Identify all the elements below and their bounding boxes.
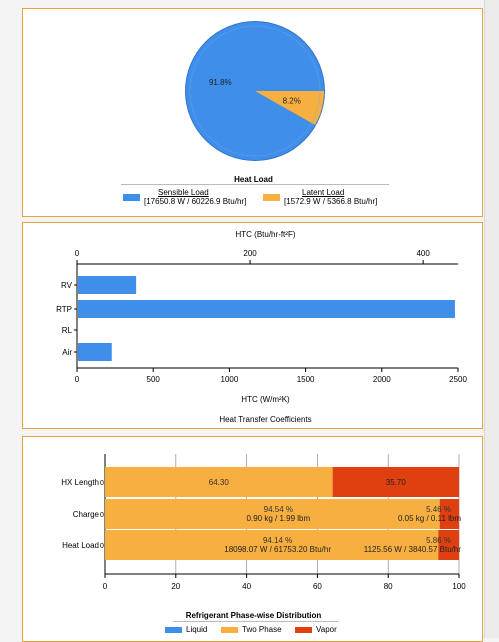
htc-top-tick-label: 0 bbox=[75, 249, 80, 258]
htc-bottom-tick-label: 500 bbox=[147, 375, 161, 384]
pie-slice-latent bbox=[255, 91, 324, 125]
phase-value-label: 5.86 % bbox=[426, 536, 451, 545]
legend-detail-latent: [1572.9 W / 5366.8 Btu/hr] bbox=[284, 197, 378, 206]
scrollbar[interactable] bbox=[484, 0, 499, 638]
htc-bottom-tick-label: 1000 bbox=[221, 375, 239, 384]
phase-bar-hx-length-two-phase bbox=[105, 467, 333, 497]
legend-label-two-phase: Two Phase bbox=[242, 625, 282, 634]
legend-item-liquid: Liquid bbox=[165, 625, 207, 634]
pie-label-latent: 8.2% bbox=[283, 97, 301, 106]
phase-tick-label: 100 bbox=[452, 582, 466, 591]
phase-category-label: Heat Load bbox=[62, 541, 99, 550]
pie-slice-sensible bbox=[186, 22, 324, 161]
phase-tick-label: 80 bbox=[384, 582, 393, 591]
htc-top-axis-label: HTC (Btu/hr-ft²F) bbox=[235, 230, 296, 239]
legend-label-vapor: Vapor bbox=[316, 625, 337, 634]
pie-label-sensible: 91.8% bbox=[209, 78, 232, 87]
phase-value-label: 18098.07 W / 61753.20 Btu/hr bbox=[224, 545, 331, 554]
phase-legend-divider bbox=[173, 621, 338, 622]
legend-item-sensible: Sensible Load [17650.8 W / 60226.9 Btu/h… bbox=[123, 188, 246, 206]
phase-tick-label: 40 bbox=[242, 582, 251, 591]
phase-value-label: 1125.56 W / 3840.57 Btu/hr bbox=[364, 545, 462, 554]
htc-top-tick-label: 400 bbox=[416, 249, 430, 258]
legend-item-two-phase: Two Phase bbox=[221, 625, 282, 634]
phase-tick-label: 20 bbox=[171, 582, 180, 591]
htc-bottom-tick-label: 0 bbox=[75, 375, 80, 384]
phase-title: Refrigerant Phase-wise Distribution bbox=[185, 611, 322, 620]
pie-highlight bbox=[189, 25, 321, 157]
legend-swatch-sensible bbox=[123, 194, 140, 201]
phase-distribution-panel: 0 20 40 60 80 100 HX Length 0 64.30 35.70 Charge 0 9… bbox=[22, 436, 483, 642]
htc-panel: 0 500 1000 1500 2000 2500 0 200 400 RV RTP RL Air HT… bbox=[22, 222, 483, 429]
htc-bottom-tick-label: 1500 bbox=[297, 375, 315, 384]
phase-bar-hx-length-vapor bbox=[332, 467, 459, 497]
phase-zero-marker: 0 bbox=[100, 480, 104, 487]
heat-load-pie-chart: 91.8% 8.2% bbox=[185, 21, 325, 161]
phase-tick-label: 0 bbox=[103, 582, 108, 591]
htc-bar-rv bbox=[78, 276, 137, 294]
legend-detail-sensible: [17650.8 W / 60226.9 Btu/hr] bbox=[144, 197, 247, 206]
legend-swatch-liquid bbox=[165, 627, 182, 633]
htc-bottom-tick-label: 2500 bbox=[449, 375, 467, 384]
htc-top-tick-label: 200 bbox=[243, 249, 257, 258]
phase-zero-marker: 0 bbox=[100, 543, 104, 550]
legend-label-latent: Latent Load bbox=[302, 188, 345, 197]
legend-label-liquid: Liquid bbox=[186, 625, 208, 634]
htc-title: Heat Transfer Coefficients bbox=[219, 415, 312, 424]
legend-swatch-vapor bbox=[295, 627, 312, 633]
htc-bottom-tick-label: 2000 bbox=[373, 375, 391, 384]
phase-value-label: 5.46 % bbox=[426, 505, 451, 514]
phase-category-label: Charge bbox=[73, 510, 100, 519]
htc-category-label: RTP bbox=[56, 305, 72, 314]
htc-bar-rtp bbox=[78, 300, 455, 318]
htc-bottom-axis-label: HTC (W/m²K) bbox=[241, 395, 290, 404]
legend-swatch-two-phase bbox=[221, 627, 238, 633]
phase-bar-heat-load-two-phase bbox=[105, 530, 439, 560]
htc-category-label: RL bbox=[62, 326, 73, 335]
phase-value-label: 0.90 kg / 1.99 lbm bbox=[247, 514, 311, 523]
htc-category-label: RV bbox=[61, 281, 73, 290]
pie-legend-divider bbox=[121, 184, 389, 185]
phase-zero-marker: 0 bbox=[100, 512, 104, 519]
phase-value-label: 35.70 bbox=[386, 478, 407, 487]
pie-title: Heat Load bbox=[234, 175, 273, 184]
phase-category-label: HX Length bbox=[61, 478, 99, 487]
heat-load-panel: 91.8% 8.2% Heat Load Sensible Load [17650… bbox=[22, 8, 483, 217]
legend-swatch-latent bbox=[263, 194, 280, 201]
phase-bar-heat-load-vapor bbox=[438, 530, 459, 560]
htc-category-label: Air bbox=[62, 348, 72, 357]
htc-bar-chart: 0 500 1000 1500 2000 2500 0 200 400 RV RTP RL Air bbox=[56, 249, 467, 384]
phase-value-label: 0.05 kg / 0.11 lbm bbox=[398, 514, 461, 523]
legend-item-latent: Latent Load [1572.9 W / 5366.8 Btu/hr] bbox=[263, 188, 377, 206]
phase-value-label: 94.14 % bbox=[263, 536, 292, 545]
phase-bar-charge-vapor bbox=[439, 499, 459, 529]
phase-value-label: 64.30 bbox=[209, 478, 230, 487]
phase-bar-charge-two-phase bbox=[105, 499, 440, 529]
phase-tick-label: 60 bbox=[313, 582, 322, 591]
phase-value-label: 94.54 % bbox=[264, 505, 293, 514]
legend-item-vapor: Vapor bbox=[295, 625, 337, 634]
htc-bar-air bbox=[78, 343, 112, 361]
legend-label-sensible: Sensible Load bbox=[158, 188, 209, 197]
